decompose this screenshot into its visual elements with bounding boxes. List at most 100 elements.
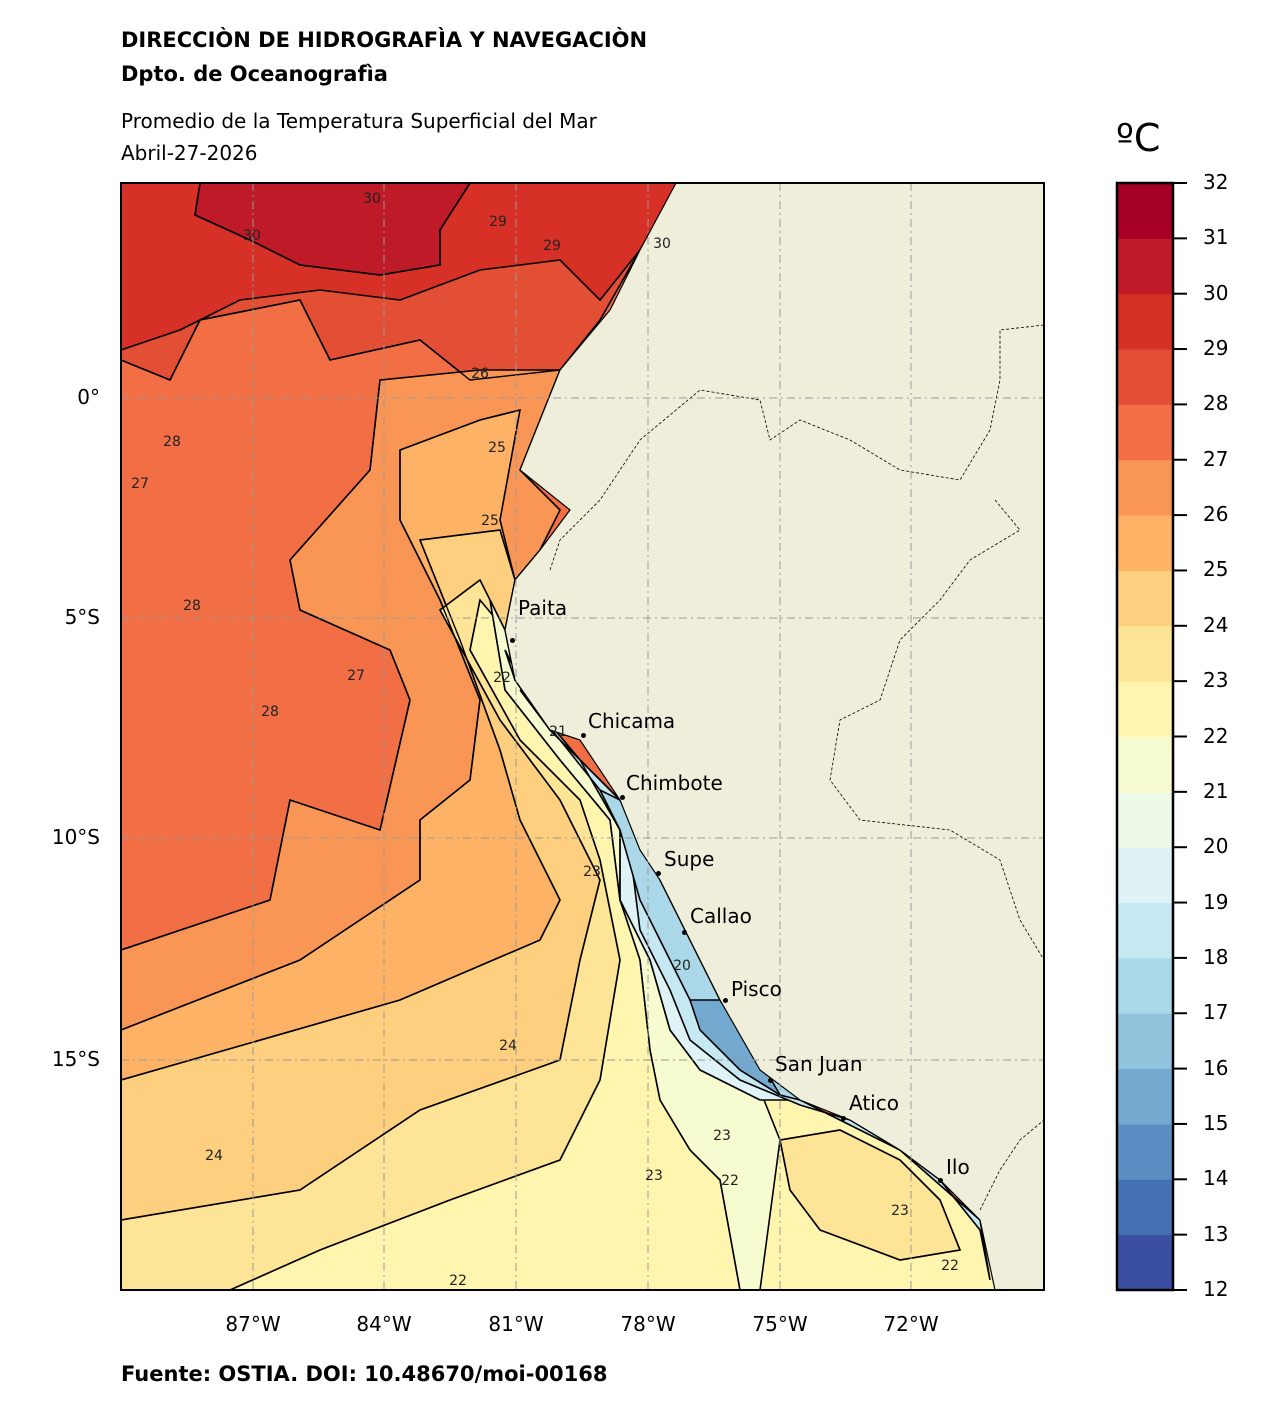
colorbar-band [1117,681,1173,737]
lat-tick-label: 15°S [51,1047,100,1071]
contour-label: 24 [499,1038,517,1054]
colorbar-tick-label: 29 [1203,336,1229,361]
contour-label: 23 [583,864,601,880]
lon-tick-label: 75°W [752,1312,808,1336]
colorbar-tick-label: 17 [1203,1000,1229,1025]
contour-label: 25 [481,513,499,529]
colorbar-band [1117,293,1173,350]
colorbar-band [1117,736,1173,793]
contour-label: 22 [449,1273,467,1289]
contour-label: 25 [488,440,506,456]
source-footer: Fuente: OSTIA. DOI: 10.48670/moi-00168 [121,1362,608,1386]
lon-tick-label: 87°W [225,1312,281,1336]
colorbar-tick-label: 12 [1203,1277,1229,1301]
colorbar-tick-label: 22 [1203,723,1229,748]
colorbar-tick-label: 28 [1203,391,1229,416]
lon-tick-label: 78°W [620,1312,676,1336]
colorbar-band [1117,459,1173,516]
city-marker [581,733,586,738]
colorbar-band [1117,238,1173,295]
department-title: Dpto. de Oceanografìa [121,62,388,86]
lat-tick-label: 0° [77,385,100,409]
city-label: Callao [690,904,752,928]
contour-label: 30 [653,236,671,252]
colorbar-tick-label: 18 [1203,944,1229,969]
city-label: Pisco [731,977,782,1001]
city-label: Ilo [946,1155,970,1179]
contour-label: 28 [261,704,279,720]
city-label: Supe [664,847,715,871]
contour-label: 23 [891,1203,909,1219]
contour-label: 28 [163,434,181,450]
colorbar-band [1117,791,1173,848]
contour-label: 27 [131,476,149,492]
colorbar-tick-label: 16 [1203,1055,1229,1080]
colorbar-tick-label: 32 [1203,170,1229,194]
colorbar-tick-label: 20 [1203,834,1229,859]
city-marker [841,1116,846,1121]
colorbar-tick-label: 19 [1203,889,1229,914]
lat-tick-label: 5°S [64,605,100,629]
lon-tick-label: 72°W [883,1312,939,1336]
contour-label: 28 [183,598,201,614]
colorbar-tick-label: 13 [1203,1221,1229,1246]
colorbar-band [1117,1123,1173,1180]
colorbar-band [1117,1068,1173,1125]
colorbar-band [1117,349,1173,405]
city-label: Chimbote [626,771,723,795]
city-label: Chicama [588,709,676,733]
contour-label: 27 [347,668,365,684]
city-marker [682,930,687,935]
contour-label: 20 [673,958,691,974]
colorbar-band [1117,404,1173,461]
colorbar-tick-label: 25 [1203,557,1229,582]
map-date: Abril-27-2026 [121,141,258,165]
lon-tick-label: 84°W [356,1312,412,1336]
colorbar-tick-label: 23 [1203,668,1229,693]
colorbar-tick-label: 30 [1203,280,1229,305]
colorbar-band [1117,1013,1173,1070]
contour-label: 22 [941,1258,959,1274]
contour-label: 30 [243,228,261,244]
lon-tick-label: 81°W [488,1312,544,1336]
colorbar-band [1117,515,1173,571]
colorbar-tick-label: 15 [1203,1110,1229,1135]
colorbar-unit: ºC [1116,116,1161,160]
organization-title: DIRECCIÒN DE HIDROGRAFÌA Y NAVEGACIÒN [121,28,648,52]
colorbar-tick-label: 14 [1203,1166,1229,1191]
colorbar-band [1117,1234,1173,1291]
colorbar-band [1117,902,1173,959]
contour-label: 23 [645,1168,663,1184]
colorbar-tick-label: 31 [1203,225,1229,250]
contour-label: 24 [205,1148,223,1164]
city-marker [656,871,661,876]
colorbar-band [1117,847,1173,904]
colorbar-tick-label: 27 [1203,446,1229,471]
colorbar-tick-label: 26 [1203,502,1229,527]
contour-label: 21 [549,724,567,740]
contour-lines [121,183,961,1290]
contour-label: 29 [543,238,561,254]
colorbar-tick-label: 24 [1203,612,1229,637]
city-marker [510,638,515,643]
contour-label: 22 [721,1173,739,1189]
contour-label: 30 [363,191,381,207]
map-frame [120,182,1045,1291]
city-marker [723,998,728,1003]
city-label: San Juan [775,1052,863,1076]
graticule [121,183,1044,1290]
lat-tick-label: 10°S [51,825,100,849]
city-marker [768,1078,773,1083]
colorbar-tick-label: 21 [1203,778,1229,803]
contour-label: 26 [471,366,489,382]
contour-label: 29 [489,214,507,230]
contour-label: 23 [713,1128,731,1144]
country-borders [549,324,1044,1211]
city-marker [620,795,625,800]
colorbar-band [1117,625,1173,682]
city-label: Atico [849,1091,899,1115]
city-label: Paita [518,596,568,620]
colorbar-band [1117,957,1173,1014]
map-title: Promedio de la Temperatura Superficial d… [121,109,597,133]
